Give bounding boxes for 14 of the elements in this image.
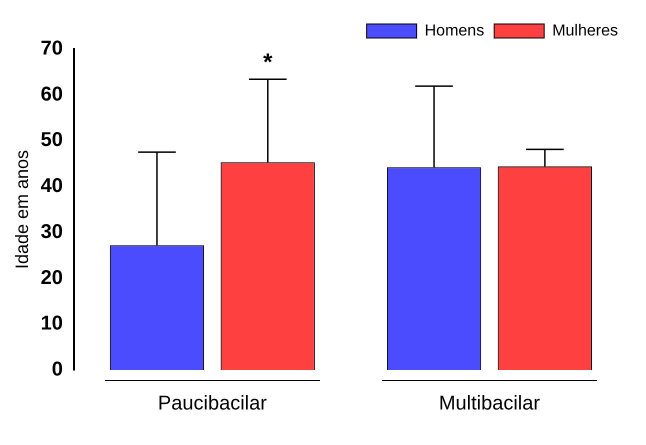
y-axis-title: Idade em anos [12,150,32,270]
legend-label: Homens [424,22,484,40]
x-tick-label: Paucibacilar [158,392,268,415]
y-tick-label: 30 [40,220,63,243]
x-tick-label: Multibacilar [438,392,540,415]
y-tick-label: 20 [40,266,63,289]
y-tick-label: 50 [40,129,63,152]
y-tick-label: 10 [40,312,63,335]
annotation: * [263,48,274,76]
y-tick-label: 40 [40,175,63,198]
y-tick-label: 70 [40,38,63,60]
y-tick-label: 60 [40,83,63,106]
legend-label: Mulheres [552,22,618,40]
y-tick-label: 0 [52,358,63,381]
